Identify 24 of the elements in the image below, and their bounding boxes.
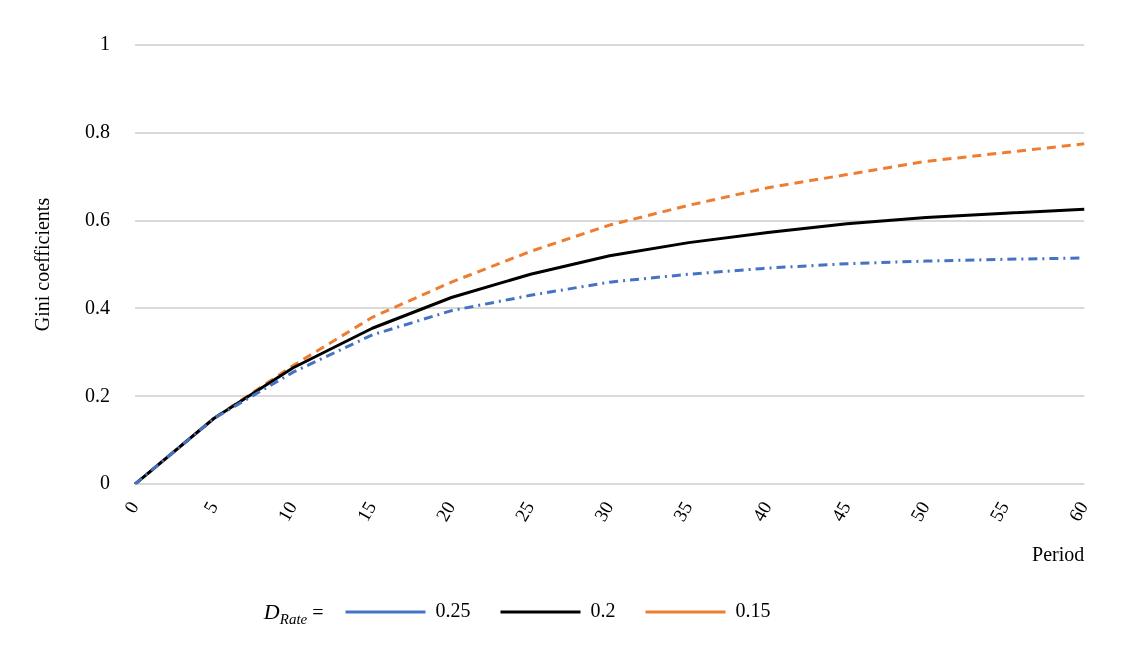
- legend-label: 0.15: [735, 599, 771, 622]
- x-tick-label: 20: [431, 497, 460, 525]
- x-tick-label: 25: [510, 497, 539, 525]
- y-axis-title: Gini coefficients: [31, 197, 54, 332]
- legend-label: 0.2: [590, 599, 616, 622]
- x-tick-label: 5: [198, 497, 222, 517]
- x-tick-label: 15: [352, 497, 381, 525]
- legend-label: 0.25: [435, 599, 471, 622]
- x-tick-label: 30: [589, 497, 618, 525]
- x-tick-label: 50: [906, 497, 934, 525]
- y-tick-label: 0: [100, 471, 110, 494]
- x-tick-label: 35: [668, 497, 697, 525]
- y-tick-label: 0.2: [85, 383, 110, 406]
- y-tick-label: 0.8: [85, 120, 110, 143]
- y-tick-label: 1: [100, 32, 110, 55]
- x-tick-label: 40: [747, 497, 776, 525]
- x-tick-label: 55: [985, 497, 1013, 525]
- y-tick-label: 0.6: [85, 207, 110, 230]
- y-tick-label: 0.4: [85, 295, 110, 318]
- x-axis-title: Period: [1032, 543, 1085, 566]
- x-tick-label: 60: [1064, 497, 1093, 525]
- x-tick-label: 0: [119, 497, 143, 517]
- x-tick-label: 10: [273, 497, 301, 525]
- x-tick-label: 45: [827, 497, 855, 525]
